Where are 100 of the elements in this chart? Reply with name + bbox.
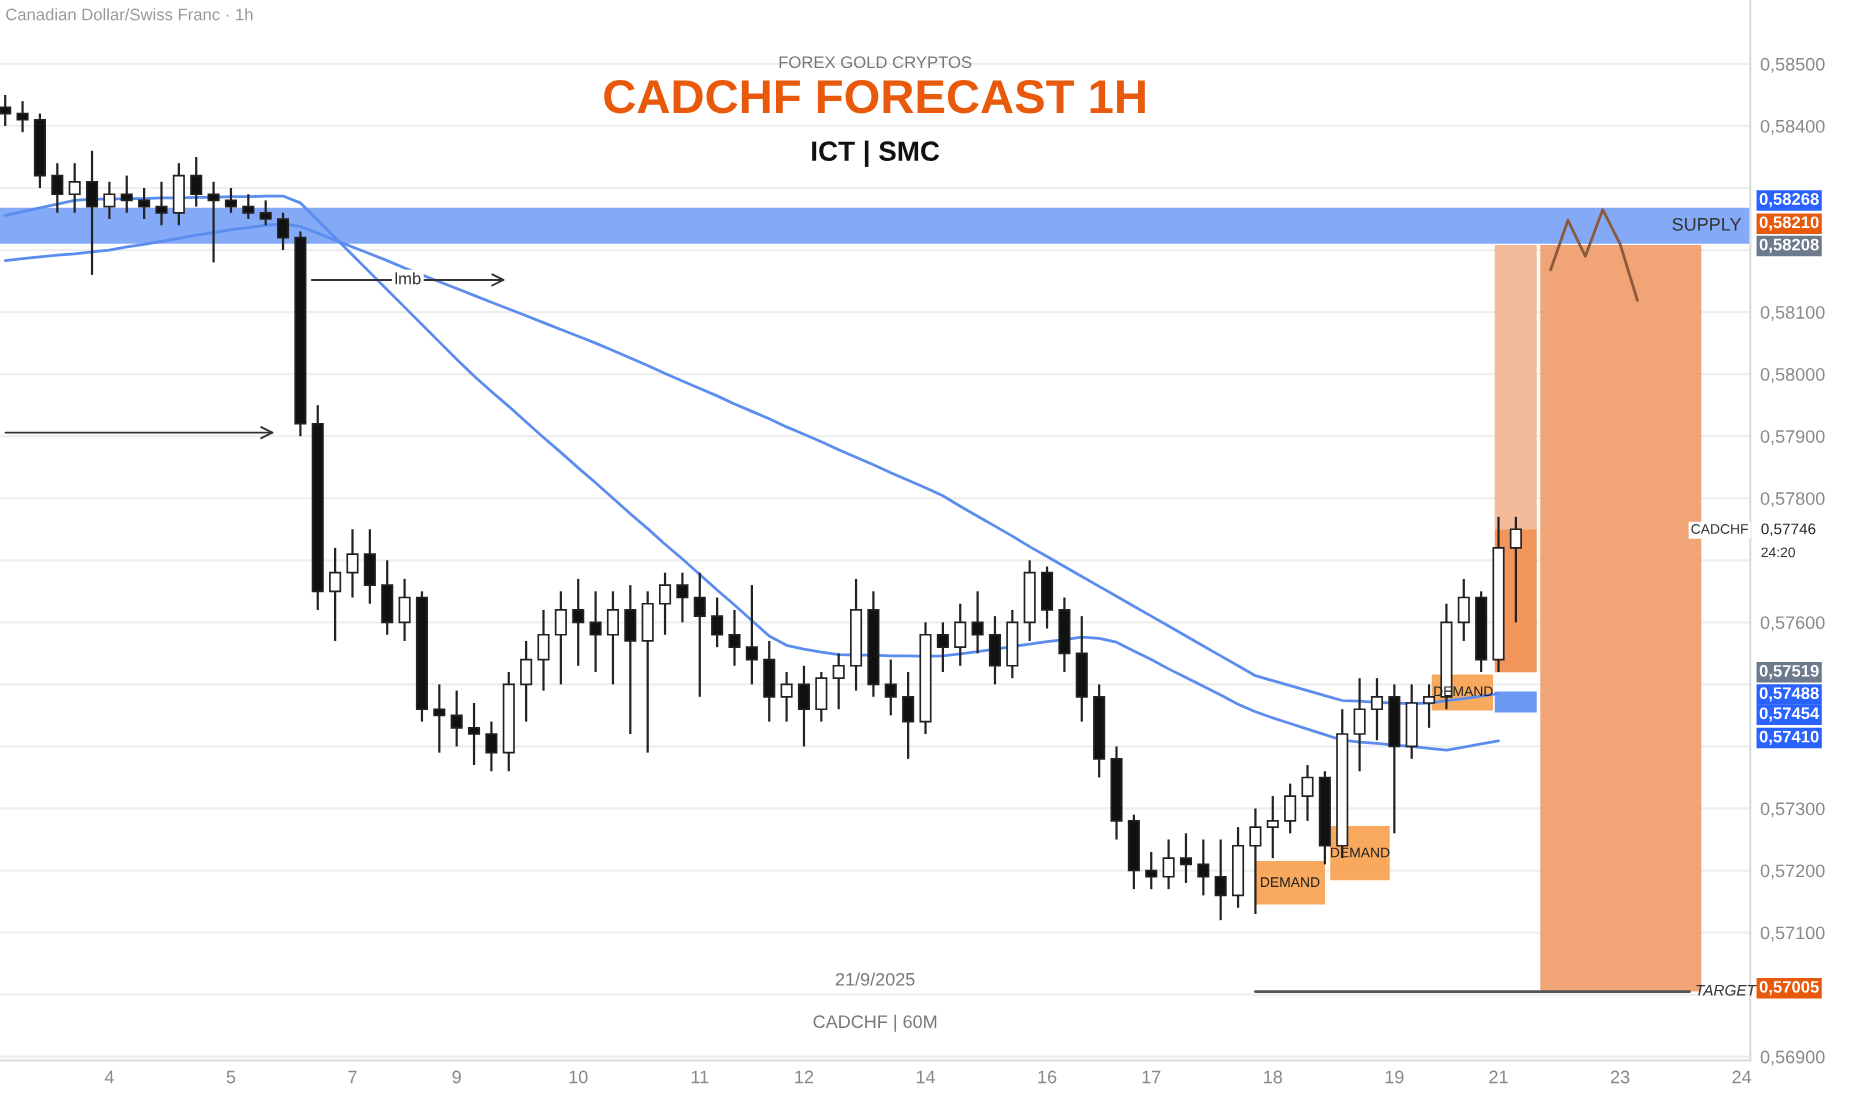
candlestick — [120, 174, 133, 214]
annotation: FOREX GOLD CRYPTOS — [779, 56, 972, 69]
candlestick — [190, 155, 203, 208]
candlestick — [172, 162, 185, 227]
x-tick-label: 19 — [1385, 1070, 1404, 1084]
candlestick — [0, 93, 12, 128]
candlestick — [1423, 683, 1436, 729]
candlestick — [1405, 683, 1418, 760]
candlestick — [832, 652, 845, 711]
x-tick-label: 12 — [795, 1070, 814, 1084]
candlestick — [103, 180, 116, 221]
candlestick — [1301, 763, 1314, 822]
line-series — [1549, 208, 1639, 302]
x-tick-label: 10 — [569, 1070, 588, 1084]
candlestick — [485, 720, 498, 773]
candlestick — [693, 571, 706, 698]
candlestick — [554, 590, 567, 686]
candlestick — [537, 608, 550, 692]
candlestick — [242, 193, 255, 221]
candlestick — [346, 528, 359, 599]
candlestick — [1197, 838, 1210, 897]
band-label: SUPPLY — [1672, 217, 1742, 231]
candlestick — [884, 658, 897, 717]
candlestick — [1214, 838, 1227, 922]
candlestick — [85, 149, 99, 276]
annotation: Canadian Dollar/Swiss Franc · 1h — [6, 8, 253, 21]
candlestick — [51, 162, 64, 214]
candlestick — [259, 199, 272, 227]
x-tick-label: 4 — [104, 1070, 114, 1084]
annotation: lmb — [395, 272, 421, 285]
annotation: 21/9/2025 — [835, 972, 915, 986]
y-tick-label: 0,56900 — [1760, 1050, 1825, 1066]
candlestick — [815, 670, 828, 723]
x-tick-label: 18 — [1264, 1070, 1283, 1084]
candlestick — [988, 615, 1002, 686]
candlestick — [711, 596, 724, 649]
x-tick-label: 9 — [452, 1070, 461, 1084]
candlestick — [936, 621, 949, 674]
candlestick — [1370, 677, 1384, 742]
candlestick — [16, 100, 29, 134]
text: CADCHF FORECAST 1H — [604, 79, 1145, 114]
candlestick — [728, 608, 741, 667]
candlestick — [676, 571, 689, 624]
candlestick — [1179, 832, 1193, 885]
candlestick — [329, 546, 342, 643]
text: 0,58210 — [1759, 216, 1819, 231]
candlestick — [954, 602, 967, 667]
candlestick — [572, 577, 585, 667]
candlestick — [1249, 807, 1262, 916]
candlestick — [520, 639, 533, 723]
y-tick-label: 0,57200 — [1760, 864, 1825, 880]
candlestick — [398, 577, 411, 643]
candlestick — [1145, 850, 1158, 891]
candlestick — [467, 701, 481, 767]
candlestick — [624, 584, 637, 736]
text: 0,57488 — [1759, 687, 1819, 702]
y-tick-label: 0,57600 — [1760, 616, 1825, 632]
candlestick — [1058, 596, 1071, 674]
candlestick — [1006, 608, 1019, 680]
candlestick — [971, 590, 984, 655]
text: ICT | SMC — [812, 140, 940, 167]
candlestick — [1162, 838, 1175, 891]
candlestick — [138, 186, 151, 221]
candlestick — [641, 590, 654, 754]
x-tick-label: 14 — [916, 1070, 936, 1084]
y-tick-label: 0,57300 — [1760, 802, 1825, 818]
annotation: CADCHF | 60M — [813, 1014, 937, 1032]
candlestick — [1353, 677, 1366, 773]
text: 0,57410 — [1759, 730, 1819, 745]
candlestick — [589, 590, 602, 674]
candlestick — [745, 584, 758, 686]
x-tick-label: 16 — [1038, 1070, 1057, 1084]
y-tick-label: 0,57900 — [1760, 430, 1825, 446]
candlestick — [780, 670, 793, 723]
text: 0,57454 — [1759, 707, 1820, 722]
candlestick — [606, 590, 619, 686]
y-tick-label: 0,57800 — [1760, 492, 1825, 508]
candlestick — [1041, 565, 1054, 630]
candlestick — [276, 211, 290, 252]
text: 0,57005 — [1759, 980, 1819, 996]
candlestick — [658, 571, 672, 636]
x-tick-label: 17 — [1142, 1070, 1161, 1084]
candlestick — [207, 180, 220, 264]
candlestick — [797, 664, 810, 748]
candlestick — [1457, 577, 1470, 643]
candlestick — [1284, 782, 1297, 835]
candlestick — [433, 683, 446, 754]
x-tick-label: 21 — [1489, 1070, 1508, 1084]
candlestick — [381, 559, 394, 636]
x-tick-label: 24 — [1732, 1070, 1752, 1084]
y-tick-label: 0,58400 — [1760, 119, 1825, 135]
text: 0,58268 — [1759, 193, 1819, 208]
y-tick-label: 0,58100 — [1760, 306, 1825, 321]
y-tick-label: 0,58000 — [1760, 368, 1825, 383]
candlestick — [363, 528, 376, 605]
text: 0,58208 — [1759, 238, 1819, 253]
candlestick — [1075, 615, 1088, 723]
x-tick-label: 7 — [348, 1070, 357, 1084]
candlestick — [902, 670, 915, 760]
y-tick-label: 0,58500 — [1760, 57, 1825, 73]
